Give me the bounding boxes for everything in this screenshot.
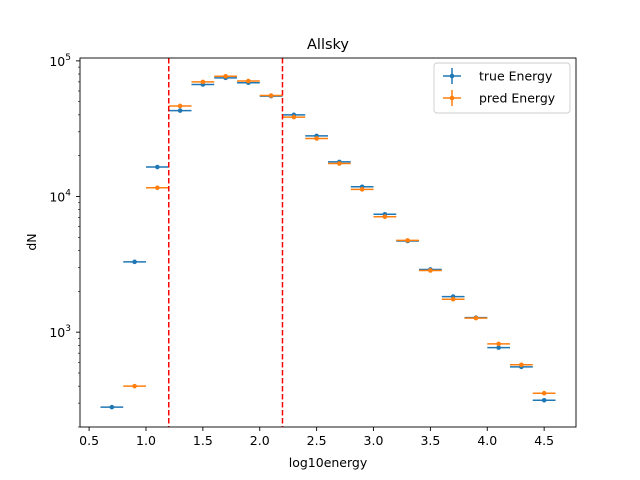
plot-frame xyxy=(79,57,577,428)
x-axis-label: log10energy xyxy=(289,455,368,470)
y-tick-exponent: 3 xyxy=(65,324,71,334)
point-pred-energy xyxy=(473,315,479,321)
point-pred-energy xyxy=(519,362,524,368)
point-pred-energy xyxy=(337,161,342,166)
point-pred-energy xyxy=(291,114,297,120)
point-pred-energy xyxy=(132,383,137,389)
y-axis-label: dN xyxy=(24,233,39,250)
point-pred-energy xyxy=(496,341,501,347)
legend-box xyxy=(433,62,571,114)
legend: true Energy pred Energy xyxy=(433,62,571,114)
x-tick-label: 2.0 xyxy=(250,433,270,448)
y-tick-label: 103 xyxy=(49,324,71,340)
y-tick-base: 10 xyxy=(49,190,65,205)
point-pred-energy xyxy=(314,136,319,141)
x-tick-label: 4.5 xyxy=(534,433,554,448)
legend-entry-label: true Energy xyxy=(479,69,553,84)
y-tick-base: 10 xyxy=(49,325,65,340)
point-true-energy xyxy=(109,404,115,410)
point-pred-energy xyxy=(541,390,547,396)
point-true-energy xyxy=(496,345,501,350)
point-pred-energy xyxy=(223,73,228,79)
point-true-energy xyxy=(132,259,137,265)
point-pred-energy xyxy=(268,93,274,98)
x-tick-label: 2.5 xyxy=(307,433,327,448)
y-tick-label: 105 xyxy=(49,53,71,69)
x-tick-label: 3.5 xyxy=(420,433,440,448)
point-true-energy xyxy=(177,108,183,113)
x-tick-label: 3.0 xyxy=(364,433,384,448)
point-pred-energy xyxy=(382,214,388,220)
x-tick-label: 4.0 xyxy=(477,433,497,448)
x-tick-label: 0.5 xyxy=(79,433,99,448)
x-tick-label: 1.0 xyxy=(136,433,156,448)
point-true-energy xyxy=(155,164,160,170)
y-tick-exponent: 5 xyxy=(65,53,71,63)
legend-swatch-marker xyxy=(449,73,455,79)
y-tick-base: 10 xyxy=(49,54,65,69)
point-pred-energy xyxy=(246,78,251,84)
legend-entry-label: pred Energy xyxy=(479,91,556,106)
point-pred-energy xyxy=(155,185,160,191)
chart-title: Allsky xyxy=(307,37,349,53)
y-tick-exponent: 4 xyxy=(65,189,71,199)
point-pred-energy xyxy=(405,238,410,243)
x-axis-ticks: 0.5 1.0 1.5 2.0 2.5 3.0 3.5 4.0 4.5 xyxy=(79,427,554,448)
point-pred-energy xyxy=(359,187,365,192)
plot-area xyxy=(100,58,556,427)
point-pred-energy xyxy=(428,268,433,273)
point-pred-energy xyxy=(450,296,456,302)
legend-swatch-marker xyxy=(449,95,455,101)
y-tick-label: 104 xyxy=(49,189,71,205)
point-pred-energy xyxy=(200,79,206,85)
point-pred-energy xyxy=(177,103,183,109)
point-true-energy xyxy=(541,397,547,403)
x-tick-label: 1.5 xyxy=(193,433,213,448)
